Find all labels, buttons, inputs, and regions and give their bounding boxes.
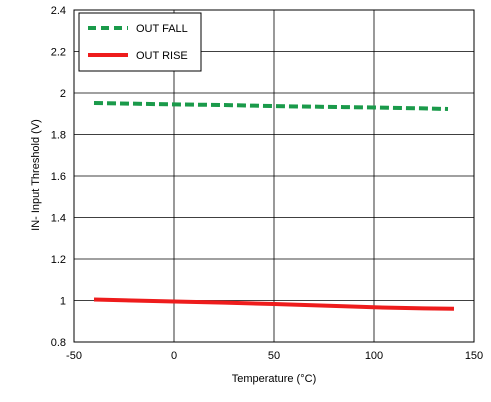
x-axis-title: Temperature (°C) [232,373,316,385]
x-tick-label: 150 [465,350,483,362]
y-tick-label: 1 [60,296,66,308]
x-tick-label: 100 [365,350,383,362]
y-tick-label: 1.6 [51,171,66,183]
y-tick-label: 2 [60,88,66,100]
y-axis-title: IN- Input Threshold (V) [30,119,42,231]
legend: OUT FALL OUT RISE [78,12,202,72]
y-tick-label: 2.4 [51,5,66,17]
legend-label-out-fall: OUT FALL [136,23,188,35]
plot-frame [73,9,475,343]
x-tick-label: 50 [268,350,280,362]
y-tick-labels: 0.8 1 1.2 1.4 1.6 1.8 2 2.2 2.4 [51,5,66,349]
y-tick-label: 2.2 [51,47,66,59]
series-line-out-rise [93,297,455,311]
y-tick-label: 0.8 [51,337,66,349]
series-line-out-fall [93,101,449,111]
y-tick-label: 1.8 [51,130,66,142]
legend-label-out-rise: OUT RISE [136,50,188,62]
y-tick-label: 1.2 [51,254,66,266]
legend-box [78,12,202,72]
series-lines [93,101,455,311]
x-tick-label: -50 [66,350,82,362]
x-tick-label: 0 [171,350,177,362]
x-tick-labels: -50 0 50 100 150 [66,350,483,362]
y-tick-label: 1.4 [51,213,66,225]
